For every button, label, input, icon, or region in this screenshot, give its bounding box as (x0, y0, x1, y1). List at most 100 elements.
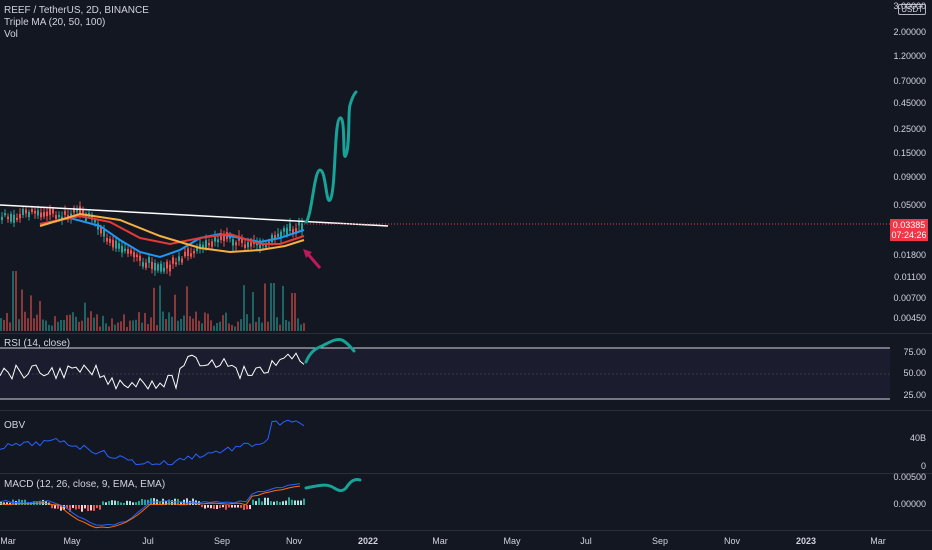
macd-histogram-bar (255, 501, 257, 505)
volume-bar (45, 320, 47, 331)
volume-bar (135, 319, 137, 331)
time-axis-label: 2022 (357, 536, 379, 546)
volume-bar (132, 320, 134, 331)
macd-histogram-bar (201, 505, 203, 508)
candle (109, 238, 111, 243)
macd-histogram-bar (120, 502, 122, 505)
candle (64, 211, 66, 215)
volume-bar (147, 324, 149, 331)
volume-bar (90, 311, 92, 331)
projection-line (304, 90, 358, 224)
macd-histogram-bar (213, 505, 215, 509)
volume-bar (294, 293, 296, 331)
macd-histogram-bar (282, 501, 284, 505)
volume-bar (30, 295, 32, 331)
price-axis-tick-label: 0.25000 (893, 124, 926, 134)
macd-histogram-bar (114, 500, 116, 505)
currency-badge[interactable]: USDT (898, 4, 926, 15)
candle (154, 262, 156, 271)
candle (280, 231, 282, 239)
price-chart-svg (0, 90, 890, 331)
candle (151, 261, 153, 270)
macd-histogram-bar (60, 505, 62, 511)
candle (76, 209, 78, 212)
candle (178, 256, 180, 261)
candle (106, 238, 108, 242)
macd-histogram-bar (291, 499, 293, 505)
macd-histogram-bar (138, 501, 140, 505)
macd-histogram-bar (276, 500, 278, 505)
volume-bar (255, 321, 257, 331)
candle (241, 239, 243, 243)
symbol-title[interactable]: REEF / TetherUS, 2D, BINANCE (4, 5, 149, 16)
candle (277, 233, 279, 237)
candle (79, 206, 81, 214)
macd-histogram-bar (180, 501, 182, 505)
rsi-label[interactable]: RSI (14, close) (4, 338, 71, 349)
volume-bar (183, 315, 185, 331)
macd-histogram-bar (258, 498, 260, 505)
candle (28, 211, 30, 218)
candle (244, 244, 246, 249)
volume-bar (198, 320, 200, 331)
pane-separator[interactable] (0, 473, 932, 474)
volume-bar (42, 319, 44, 331)
macd-histogram-bar (288, 497, 290, 505)
candle (292, 229, 294, 234)
macd-histogram-bar (81, 505, 83, 512)
macd-histogram-bar (93, 505, 95, 511)
candle (55, 215, 57, 220)
volume-bar (123, 314, 125, 331)
macd-pane[interactable] (0, 474, 890, 530)
candle (184, 251, 186, 257)
candle (103, 229, 105, 237)
candle (16, 217, 18, 220)
candle (4, 213, 6, 216)
candle (274, 235, 276, 239)
last-price-tag: 0.03385 07:24:26 (890, 219, 928, 241)
macd-histogram-bar (261, 501, 263, 505)
obv-pane[interactable] (0, 411, 890, 473)
macd-histogram-bar (285, 500, 287, 505)
candle (229, 235, 231, 239)
volume-bar (15, 271, 17, 331)
rsi-axis-tick-label: 50.00 (903, 368, 926, 378)
rsi-pane[interactable] (0, 334, 890, 410)
macd-histogram-bar (87, 505, 89, 512)
macd-label[interactable]: MACD (12, 26, close, 9, EMA, EMA) (4, 479, 166, 490)
ma20-line (39, 216, 305, 259)
price-axis-tick-label: 0.05000 (893, 200, 926, 210)
candle (133, 252, 135, 258)
volume-bar (267, 321, 269, 331)
pane-separator[interactable] (0, 410, 932, 411)
macd-histogram-bar (216, 505, 218, 509)
volume-bar (33, 318, 35, 331)
macd-histogram-bar (186, 498, 188, 505)
volume-bar (102, 315, 104, 331)
vol-label[interactable]: Vol (4, 29, 18, 40)
volume-bar (138, 312, 140, 331)
macd-histogram-bar (105, 502, 107, 505)
candle (169, 264, 171, 272)
macd-histogram-bar (219, 505, 221, 509)
time-axis-label: Sep (651, 536, 669, 546)
main-price-pane[interactable] (0, 0, 890, 333)
volume-bar (192, 318, 194, 331)
macd-histogram-bar (96, 505, 98, 509)
time-axis-label: Sep (213, 536, 231, 546)
triple-ma-label[interactable]: Triple MA (20, 50, 100) (4, 17, 106, 28)
price-axis-tick-label: 0.01800 (893, 250, 926, 260)
volume-bar (78, 321, 80, 331)
volume-bar (87, 317, 89, 331)
obv-label[interactable]: OBV (4, 420, 26, 431)
macd-histogram-bar (90, 505, 92, 511)
candle (91, 214, 93, 220)
pane-separator[interactable] (0, 333, 932, 334)
candle (112, 239, 114, 248)
volume-bar (51, 325, 53, 331)
macd-histogram-bar (102, 501, 104, 505)
candle (127, 249, 129, 254)
volume-bar (63, 319, 65, 331)
volume-bar (219, 321, 221, 331)
time-axis-label: Nov (723, 536, 741, 546)
